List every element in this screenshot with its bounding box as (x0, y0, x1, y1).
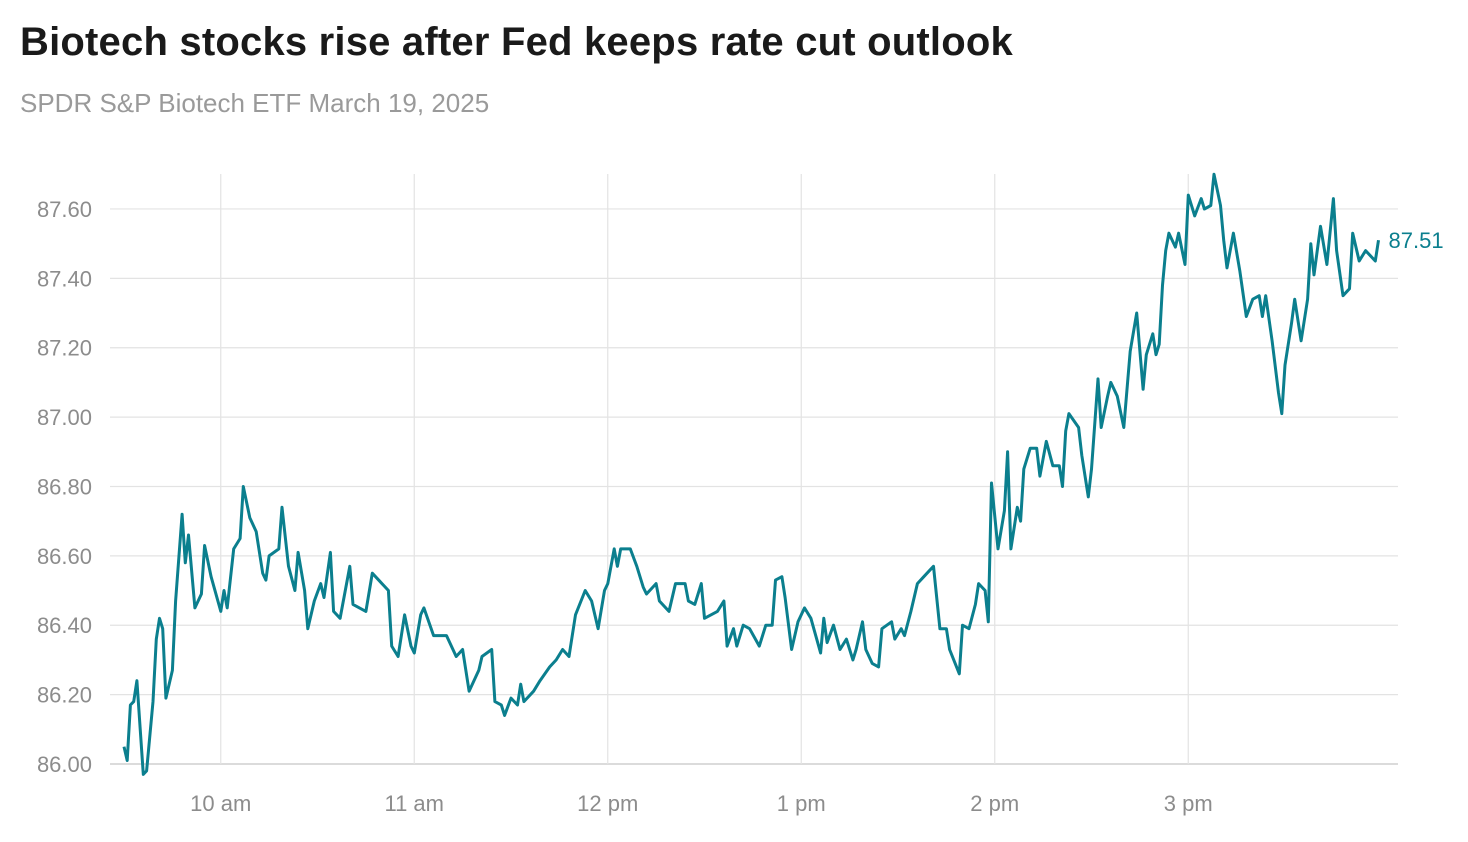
y-tick-label: 86.00 (37, 752, 92, 777)
y-tick-label: 87.20 (37, 336, 92, 361)
y-tick-label: 87.60 (37, 197, 92, 222)
y-tick-label: 86.20 (37, 683, 92, 708)
x-tick-label: 3 pm (1164, 791, 1213, 816)
x-tick-label: 2 pm (970, 791, 1019, 816)
y-tick-label: 86.80 (37, 474, 92, 499)
y-tick-label: 86.60 (37, 544, 92, 569)
y-tick-label: 87.00 (37, 405, 92, 430)
price-line (122, 172, 1380, 776)
x-tick-label: 1 pm (777, 791, 826, 816)
chart-subtitle: SPDR S&P Biotech ETF March 19, 2025 (20, 88, 490, 118)
x-tick-label: 11 am (384, 791, 444, 816)
x-tick-label: 12 pm (577, 791, 638, 816)
chart-title: Biotech stocks rise after Fed keeps rate… (20, 20, 1013, 64)
y-tick-label: 86.40 (37, 613, 92, 638)
end-value-label: 87.51 (1389, 228, 1444, 253)
y-tick-label: 87.40 (37, 266, 92, 291)
x-tick-label: 10 am (190, 791, 251, 816)
